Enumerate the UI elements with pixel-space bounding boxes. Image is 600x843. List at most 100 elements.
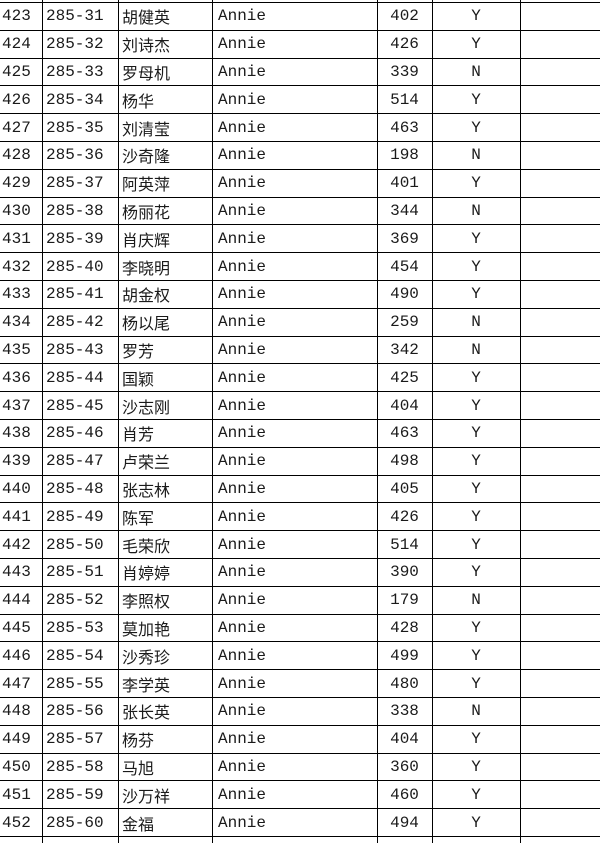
cell-score[interactable]: 390 bbox=[390, 563, 419, 582]
cell-teacher[interactable]: Annie bbox=[218, 535, 267, 554]
cell-flag[interactable]: Y bbox=[471, 90, 481, 109]
cell-teacher[interactable]: Annie bbox=[218, 730, 267, 749]
cell-flag[interactable]: Y bbox=[471, 535, 481, 554]
cell-flag[interactable]: Y bbox=[471, 674, 481, 693]
cell-flag[interactable]: Y bbox=[471, 285, 481, 304]
cell-row-number[interactable]: 442 bbox=[2, 535, 31, 554]
cell-teacher[interactable]: Annie bbox=[218, 591, 267, 610]
cell-student-name[interactable]: 肖庆辉 bbox=[122, 232, 171, 250]
cell-student-id[interactable]: 285-47 bbox=[46, 452, 104, 471]
cell-blank[interactable] bbox=[520, 142, 600, 169]
cell-flag[interactable]: N bbox=[471, 146, 481, 165]
cell-blank[interactable] bbox=[520, 198, 600, 225]
cell-row-number[interactable]: 430 bbox=[2, 201, 31, 220]
cell-student-id[interactable]: 285-41 bbox=[46, 285, 104, 304]
cell-blank[interactable] bbox=[520, 781, 600, 808]
cell-teacher[interactable]: Annie bbox=[218, 674, 267, 693]
cell-blank[interactable] bbox=[520, 670, 600, 697]
cell-teacher[interactable]: Annie bbox=[218, 424, 267, 443]
cell-flag[interactable]: Y bbox=[471, 257, 481, 276]
cell-flag[interactable]: N bbox=[471, 313, 481, 332]
cell-student-id[interactable]: 285-36 bbox=[46, 146, 104, 165]
cell-student-id[interactable]: 285-54 bbox=[46, 646, 104, 665]
cell-teacher[interactable]: Annie bbox=[218, 313, 267, 332]
cell-teacher[interactable]: Annie bbox=[218, 118, 267, 137]
cell-blank[interactable] bbox=[520, 170, 600, 197]
cell-student-name[interactable]: 陈军 bbox=[122, 510, 155, 528]
cell-student-id[interactable]: 285-34 bbox=[46, 90, 104, 109]
cell-score[interactable]: 369 bbox=[390, 229, 419, 248]
cell-score[interactable]: 338 bbox=[390, 702, 419, 721]
cell-teacher[interactable]: Annie bbox=[218, 452, 267, 471]
cell-blank[interactable] bbox=[520, 281, 600, 308]
cell-row-number[interactable]: 440 bbox=[2, 479, 31, 498]
cell-score[interactable]: 454 bbox=[390, 257, 419, 276]
cell-flag[interactable]: N bbox=[471, 591, 481, 610]
cell-blank[interactable] bbox=[520, 114, 600, 141]
cell-row-number[interactable]: 435 bbox=[2, 340, 31, 359]
cell-blank[interactable] bbox=[520, 531, 600, 558]
cell-score[interactable]: 198 bbox=[390, 146, 419, 165]
cell-teacher[interactable]: Annie bbox=[218, 702, 267, 721]
cell-flag[interactable]: Y bbox=[471, 757, 481, 776]
cell-flag[interactable]: Y bbox=[471, 7, 481, 26]
cell-student-name[interactable]: 刘诗杰 bbox=[122, 38, 171, 56]
cell-blank[interactable] bbox=[520, 337, 600, 364]
cell-student-id[interactable]: 285-39 bbox=[46, 229, 104, 248]
cell-teacher[interactable]: Annie bbox=[218, 229, 267, 248]
cell-teacher[interactable]: Annie bbox=[218, 368, 267, 387]
cell-row-number[interactable]: 446 bbox=[2, 646, 31, 665]
cell-row-number[interactable]: 452 bbox=[2, 813, 31, 832]
cell-score[interactable]: 490 bbox=[390, 285, 419, 304]
cell-student-name[interactable]: 沙奇隆 bbox=[122, 149, 171, 167]
cell-teacher[interactable]: Annie bbox=[218, 62, 267, 81]
cell-flag[interactable]: N bbox=[471, 201, 481, 220]
cell-row-number[interactable]: 445 bbox=[2, 618, 31, 637]
cell-student-name[interactable]: 张志林 bbox=[122, 482, 171, 500]
cell-row-number[interactable]: 449 bbox=[2, 730, 31, 749]
cell-student-id[interactable]: 285-31 bbox=[46, 7, 104, 26]
cell-blank[interactable] bbox=[520, 364, 600, 391]
cell-student-id[interactable]: 285-51 bbox=[46, 563, 104, 582]
cell-row-number[interactable]: 436 bbox=[2, 368, 31, 387]
cell-score[interactable]: 514 bbox=[390, 90, 419, 109]
cell-teacher[interactable]: Annie bbox=[218, 90, 267, 109]
cell-row-number[interactable]: 424 bbox=[2, 35, 31, 54]
cell-flag[interactable]: Y bbox=[471, 424, 481, 443]
cell-row-number[interactable]: 450 bbox=[2, 757, 31, 776]
cell-student-name[interactable]: 肖芳 bbox=[122, 427, 155, 445]
cell-student-id[interactable]: 285-48 bbox=[46, 479, 104, 498]
cell-blank[interactable] bbox=[520, 420, 600, 447]
cell-student-id[interactable]: 285-53 bbox=[46, 618, 104, 637]
cell-flag[interactable]: Y bbox=[471, 229, 481, 248]
cell-row-number[interactable]: 448 bbox=[2, 702, 31, 721]
cell-student-name[interactable]: 杨以尾 bbox=[122, 316, 171, 334]
cell-student-name[interactable]: 莫加艳 bbox=[122, 621, 171, 639]
cell-flag[interactable]: Y bbox=[471, 368, 481, 387]
cell-student-id[interactable]: 285-59 bbox=[46, 785, 104, 804]
cell-row-number[interactable]: 425 bbox=[2, 62, 31, 81]
cell-row-number[interactable]: 429 bbox=[2, 174, 31, 193]
cell-teacher[interactable]: Annie bbox=[218, 146, 267, 165]
cell-score[interactable]: 499 bbox=[390, 646, 419, 665]
cell-student-name[interactable]: 李晓明 bbox=[122, 260, 171, 278]
cell-blank[interactable] bbox=[520, 86, 600, 113]
cell-student-name[interactable]: 肖婷婷 bbox=[122, 566, 171, 584]
cell-row-number[interactable]: 447 bbox=[2, 674, 31, 693]
cell-student-id[interactable]: 285-49 bbox=[46, 507, 104, 526]
cell-score[interactable]: 514 bbox=[390, 535, 419, 554]
cell-blank[interactable] bbox=[520, 809, 600, 836]
cell-row-number[interactable]: 423 bbox=[2, 7, 31, 26]
cell-teacher[interactable]: Annie bbox=[218, 35, 267, 54]
cell-teacher[interactable]: Annie bbox=[218, 507, 267, 526]
cell-row-number[interactable]: 437 bbox=[2, 396, 31, 415]
cell-student-id[interactable]: 285-40 bbox=[46, 257, 104, 276]
cell-student-name[interactable]: 金福 bbox=[122, 816, 155, 834]
cell-student-id[interactable]: 285-52 bbox=[46, 591, 104, 610]
cell-flag[interactable]: Y bbox=[471, 618, 481, 637]
cell-student-id[interactable]: 285-42 bbox=[46, 313, 104, 332]
cell-student-name[interactable]: 李学英 bbox=[122, 677, 171, 695]
cell-row-number[interactable]: 433 bbox=[2, 285, 31, 304]
cell-score[interactable]: 460 bbox=[390, 785, 419, 804]
cell-student-name[interactable]: 杨丽花 bbox=[122, 204, 171, 222]
